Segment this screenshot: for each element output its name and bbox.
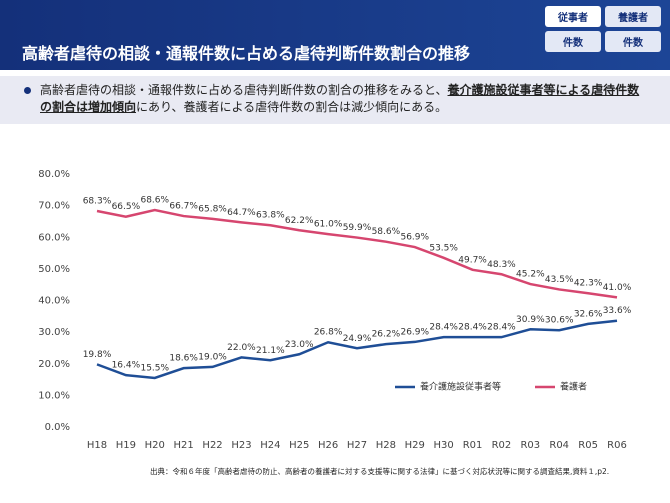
data-label: 68.6% [140,196,169,206]
badges: 従事者 養護者 件数 件数 [545,6,661,52]
data-label: 30.9% [516,315,545,325]
x-tick-label: H19 [116,440,136,451]
data-label: 42.3% [574,279,603,289]
data-label: 58.6% [372,227,401,237]
data-label: 49.7% [458,255,487,265]
data-label: 66.7% [169,202,198,212]
data-label: 19.0% [198,352,227,362]
data-label: 59.9% [343,223,372,233]
data-label: 48.3% [487,260,516,270]
data-label: 66.5% [112,202,141,212]
y-tick-label: 20.0% [38,359,70,370]
x-tick-label: R03 [520,440,540,451]
data-label: 28.4% [458,323,487,333]
summary-text: 高齢者虐待の相談・通報件数に占める虐待判断件数の割合の推移をみると、養介護施設従… [24,82,650,116]
x-tick-label: H30 [434,440,454,451]
y-tick-label: 10.0% [38,390,70,401]
x-tick-label: H18 [87,440,107,451]
text: 高齢者虐待の相談・通報件数に占める虐待判断件数の割合の推移をみると、 [40,83,448,97]
data-label: 33.6% [603,306,632,316]
badge: 件数 [605,31,661,52]
data-label: 28.4% [487,323,516,333]
legend-label: 養介護施設従事者等 [420,381,501,393]
x-tick-label: H20 [145,440,165,451]
text: にあり、養護者による虐待件数の割合は減少傾向にある。 [136,100,448,114]
y-tick-label: 40.0% [38,296,70,307]
data-label: 21.1% [256,346,285,356]
data-label: 26.2% [372,330,401,340]
x-tick-label: H24 [260,440,280,451]
x-tick-label: R05 [578,440,598,451]
data-label: 64.7% [227,208,256,218]
data-label: 15.5% [140,363,169,373]
data-label: 23.0% [285,340,314,350]
y-tick-label: 50.0% [38,264,70,275]
data-label: 28.4% [429,323,458,333]
data-label: 22.0% [227,343,256,353]
x-tick-label: H27 [347,440,367,451]
data-label: 19.8% [83,350,112,360]
data-label: 30.6% [545,316,574,326]
y-tick-label: 30.0% [38,327,70,338]
chart: 0.0% 10.0% 20.0% 30.0% 40.0% 50.0% 60.0% 70.0% 8… [38,169,632,451]
x-tick-label: R01 [463,440,483,451]
x-tick-label: H29 [405,440,425,451]
data-label: 61.0% [314,220,343,230]
series-line [96,208,618,299]
y-tick-label: 70.0% [38,201,70,212]
data-label: 32.6% [574,309,603,319]
emphasis: 養介護施設従事者等による虐待件数の割合は増加傾向 [40,83,640,114]
y-tick-label: 0.0% [45,422,70,433]
data-label: 45.2% [516,270,545,280]
y-tick-label: 60.0% [38,232,70,243]
data-label: 24.9% [343,334,372,344]
x-tick-label: H22 [202,440,222,451]
x-tick-label: R04 [549,440,569,451]
data-label: 26.8% [314,328,343,338]
x-tick-label: H25 [289,440,309,451]
y-tick-label: 80.0% [38,169,70,180]
data-label: 26.9% [400,327,429,337]
data-label: 18.6% [169,354,198,364]
data-label: 16.4% [112,361,141,371]
data-label: 62.2% [285,216,314,226]
series-line [96,319,618,380]
data-label: 41.0% [603,283,632,293]
data-label: 63.8% [256,211,285,221]
data-label: 53.5% [429,243,458,253]
data-label: 56.9% [400,233,429,243]
legend-label: 養護者 [560,381,587,393]
summary: 高齢者虐待の相談・通報件数に占める虐待判断件数の割合の推移をみると、養介護施設従… [0,76,670,124]
badge: 件数 [545,31,601,52]
badge: 養護者 [605,6,661,27]
x-tick-label: H26 [318,440,338,451]
badge: 従事者 [545,6,601,27]
x-tick-label: H28 [376,440,396,451]
x-tick-label: R02 [492,440,512,451]
x-tick-label: H23 [231,440,251,451]
data-label: 68.3% [83,197,112,207]
source: 出典：令和６年度「高齢者虐待の防止、高齢者の養護者に対する支援等に関する法律」に… [150,467,610,476]
x-tick-label: H21 [174,440,194,451]
title: 高齢者虐待の相談・通報件数に占める虐待判断件数割合の推移 [22,44,471,63]
header: 高齢者虐待の相談・通報件数に占める虐待判断件数割合の推移 従事者 養護者 件数 … [0,0,670,70]
x-tick-label: R06 [607,440,627,451]
data-label: 43.5% [545,275,574,285]
data-label: 65.8% [198,204,227,214]
